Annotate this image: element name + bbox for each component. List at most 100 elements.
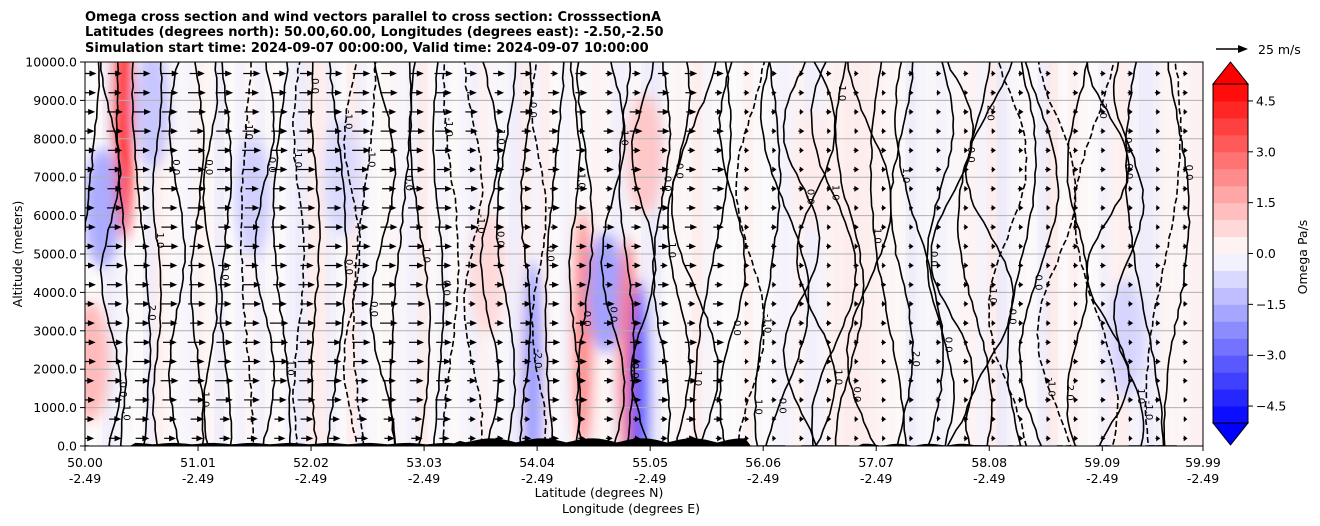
wind-vector bbox=[826, 281, 832, 288]
wind-vector bbox=[771, 243, 777, 250]
wind-vector-head bbox=[308, 358, 316, 365]
x-tick-label-lat: 59.09 bbox=[1084, 455, 1120, 470]
wind-vector bbox=[435, 243, 452, 250]
wind-vector bbox=[854, 435, 859, 442]
wind-vector bbox=[881, 435, 886, 442]
wind-vector bbox=[853, 89, 860, 96]
wind-vector-head bbox=[579, 108, 587, 115]
wind-vector-head bbox=[335, 108, 343, 115]
wind-vector bbox=[575, 89, 588, 96]
wind-vector-head bbox=[716, 281, 723, 288]
wind-vector bbox=[1073, 147, 1079, 154]
y-axis-label: Altitude (meters) bbox=[10, 201, 25, 308]
wind-vector-head bbox=[416, 281, 424, 288]
wind-vector-head bbox=[251, 185, 259, 192]
wind-vector-head bbox=[333, 435, 341, 442]
wind-vector bbox=[991, 243, 996, 250]
wind-vector-head bbox=[881, 281, 887, 288]
wind-vector bbox=[963, 204, 969, 211]
contour-label: 1.0 bbox=[829, 185, 840, 201]
wind-vector-head bbox=[225, 70, 233, 77]
wind-vector-head bbox=[1101, 339, 1106, 346]
wind-vector bbox=[468, 358, 477, 365]
wind-vector bbox=[963, 262, 969, 269]
wind-vector-head bbox=[1128, 377, 1133, 384]
wind-vector bbox=[354, 358, 369, 365]
wind-vector bbox=[298, 320, 315, 327]
wind-vector bbox=[437, 416, 451, 423]
wind-vector-head bbox=[445, 320, 453, 327]
wind-vector bbox=[1072, 204, 1079, 211]
wind-vector-head bbox=[197, 70, 205, 77]
wind-vector bbox=[216, 320, 233, 327]
wind-vector-head bbox=[744, 339, 750, 346]
wind-vector bbox=[467, 89, 477, 96]
wind-vector-head bbox=[1019, 320, 1024, 327]
contour-label: 2.0 bbox=[1064, 385, 1075, 401]
wind-vector-head bbox=[1155, 89, 1161, 96]
wind-vector-head bbox=[198, 300, 206, 307]
wind-vector bbox=[629, 128, 643, 135]
wind-vector bbox=[1018, 128, 1024, 135]
wind-vector-head bbox=[936, 377, 941, 384]
wind-vector-head bbox=[909, 166, 914, 173]
wind-vector-head bbox=[360, 416, 368, 423]
wind-vector bbox=[134, 243, 150, 250]
wind-vector-head bbox=[335, 128, 343, 135]
wind-vector-head bbox=[936, 320, 942, 327]
wind-vector-head bbox=[171, 243, 179, 250]
wind-vector-head bbox=[497, 339, 504, 346]
wind-vector bbox=[604, 262, 614, 269]
wind-vector bbox=[549, 262, 559, 269]
wind-vector bbox=[991, 339, 996, 346]
wind-vector bbox=[1155, 281, 1161, 288]
wind-vector bbox=[380, 89, 398, 96]
wind-vector bbox=[355, 435, 369, 442]
wind-vector-head bbox=[662, 185, 668, 192]
x-axis-label-lon: Longitude (degrees E) bbox=[562, 501, 700, 516]
contour-line bbox=[369, 62, 397, 446]
wind-vector bbox=[109, 416, 122, 423]
wind-vector bbox=[1100, 396, 1106, 403]
wind-vector bbox=[744, 416, 750, 423]
wind-vector bbox=[547, 377, 561, 384]
wind-vector-head bbox=[445, 224, 453, 231]
wind-vector bbox=[468, 435, 477, 442]
wind-vector-head bbox=[361, 435, 369, 442]
wind-vector bbox=[133, 224, 151, 231]
wind-vector bbox=[771, 300, 777, 307]
wind-vector bbox=[352, 147, 371, 154]
wind-vector bbox=[603, 320, 615, 327]
wind-vector bbox=[132, 128, 152, 135]
wind-vector-head bbox=[198, 89, 206, 96]
wind-vector-head bbox=[253, 224, 261, 231]
contour-line bbox=[131, 62, 152, 446]
wind-vector-head bbox=[1183, 339, 1189, 346]
wind-vector bbox=[686, 128, 697, 135]
wind-vector-head bbox=[854, 70, 859, 77]
wind-vector bbox=[604, 243, 614, 250]
wind-vector-head bbox=[689, 281, 697, 288]
contour-label: -1.0 bbox=[443, 117, 454, 137]
wind-vector-head bbox=[662, 435, 668, 442]
wind-vector-head bbox=[1018, 108, 1024, 115]
wind-vector-head bbox=[281, 358, 289, 365]
wind-vector-head bbox=[142, 435, 150, 442]
wind-vector bbox=[936, 262, 941, 269]
wind-vector-head bbox=[170, 128, 178, 135]
wind-vector-head bbox=[279, 204, 287, 211]
wind-vector-head bbox=[170, 204, 178, 211]
wind-vector bbox=[1073, 435, 1079, 442]
wind-vector-head bbox=[606, 416, 614, 423]
contour-label: -1.0 bbox=[761, 314, 772, 334]
wind-vector-head bbox=[854, 435, 859, 442]
wind-vector bbox=[382, 204, 397, 211]
wind-vector bbox=[575, 224, 587, 231]
wind-vector-head bbox=[772, 435, 777, 442]
wind-vector bbox=[629, 108, 643, 115]
wind-vector bbox=[1183, 435, 1188, 442]
wind-vector bbox=[1073, 281, 1078, 288]
wind-vector bbox=[522, 147, 532, 154]
wind-vector-head bbox=[716, 224, 724, 231]
contour-label: 1.0 bbox=[692, 370, 703, 386]
